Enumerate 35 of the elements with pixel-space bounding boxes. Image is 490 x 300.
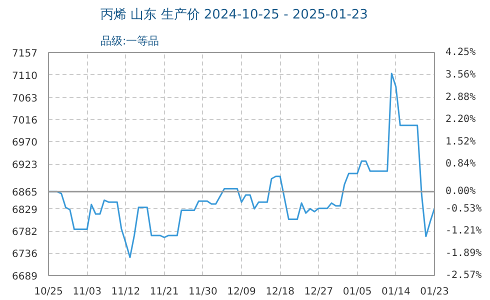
x-tick-label: 01/14: [381, 286, 410, 298]
x-tick-label: 11/12: [111, 286, 140, 298]
y-tick-label: 6865: [12, 188, 38, 199]
y2-tick-label: 2.20%: [446, 114, 476, 126]
y2-tick-label: -2.57%: [446, 270, 482, 281]
y-tick-label: 6923: [12, 160, 38, 171]
x-tick-label: 12/18: [266, 286, 295, 298]
x-tick-label: 01/23: [420, 286, 449, 298]
y-tick-label: 6970: [12, 138, 38, 149]
y-tick-label: 6829: [12, 204, 38, 216]
y2-tick-label: -0.53%: [446, 203, 482, 214]
y2-tick-label: 4.25%: [446, 47, 476, 58]
x-tick-label: 11/03: [72, 286, 102, 298]
y2-tick-label: 3.56%: [446, 70, 476, 81]
chart-subtitle: 品级:一等品: [100, 34, 160, 48]
y2-tick-label: -1.21%: [446, 226, 482, 237]
y-tick-label: 7016: [12, 116, 38, 127]
y2-tick-label: 0.84%: [446, 158, 476, 170]
x-tick-label: 11/30: [188, 286, 218, 298]
y2-tick-label: 1.52%: [446, 136, 476, 148]
x-tick-label: 10/25: [34, 286, 63, 298]
y-tick-label: 6689: [12, 272, 38, 282]
y-tick-label: 7110: [12, 70, 38, 82]
y-tick-label: 7063: [12, 93, 38, 104]
y2-tick-label: 0.00%: [446, 186, 476, 197]
x-tick-label: 01/05: [342, 286, 372, 298]
y-tick-label: 6782: [12, 227, 38, 238]
y-tick-label: 7157: [12, 48, 38, 60]
chart-title: 丙烯 山东 生产价 2024-10-25 - 2025-01-23: [100, 8, 368, 22]
y2-tick-label: -1.89%: [446, 248, 482, 259]
y2-tick-label: 2.88%: [446, 92, 476, 103]
x-tick-label: 12/09: [227, 286, 256, 298]
x-tick-label: 11/21: [150, 286, 179, 298]
y-tick-label: 6736: [12, 249, 38, 260]
x-tick-label: 12/27: [304, 286, 334, 298]
